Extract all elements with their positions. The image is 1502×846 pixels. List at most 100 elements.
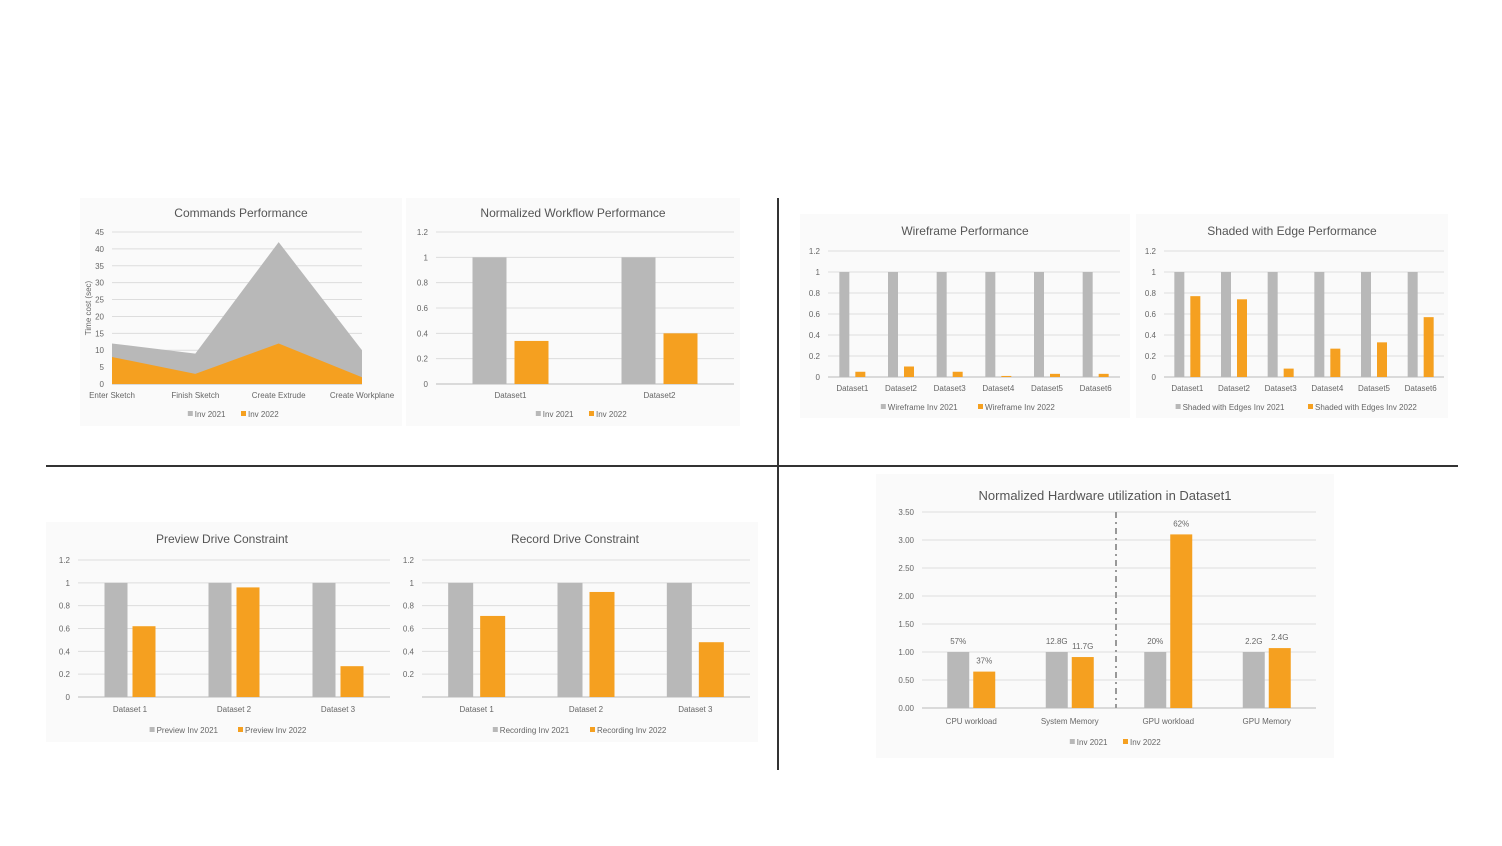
x-tick-label: Dataset4 [1311,384,1344,393]
y-tick-label: 1 [410,579,415,588]
bar [472,257,507,384]
legend-swatch [589,411,594,416]
legend-label: Inv 2021 [1077,738,1108,747]
bar [1268,648,1291,708]
y-tick-label: 0.8 [417,279,429,288]
y-tick-label: 3.00 [898,536,914,545]
y-tick-label: 0.6 [809,310,821,319]
data-label: 62% [1173,519,1189,528]
bar [1190,296,1201,377]
y-tick-label: 1 [1152,268,1157,277]
chart-panel-shaded: Shaded with Edge Performance 0 0.2 0.4 0.6 0.… [1136,214,1448,418]
x-tick-label: Dataset 1 [113,705,148,714]
y-tick-label: 0.2 [809,352,821,361]
bar [236,587,260,697]
chart-title: Preview Drive Constraint [156,532,289,546]
y-tick-label: 2.00 [898,592,914,601]
legend-swatch [978,404,983,409]
bar [1330,348,1341,377]
bar [855,371,866,377]
bar [1144,652,1167,708]
legend-swatch [187,411,193,416]
y-axis-label: Time cost (sec) [84,280,93,335]
x-tick-label: Dataset6 [1080,384,1113,393]
y-tick-label: 0.8 [403,602,415,611]
y-tick-label: 0.2 [1145,352,1157,361]
y-tick-label: 35 [95,262,104,271]
y-tick-label: 0.6 [59,625,71,634]
chart-panel-wireframe: Wireframe Performance 0 0.2 0.4 0.6 0.8 1 1.2 Da… [800,214,1130,418]
legend-label: Inv 2022 [248,410,279,419]
bar [904,366,914,377]
y-tick-label: 0.8 [59,602,71,611]
chart-workflow-svg: Normalized Workflow Performance 0 0.2 0.4 0.… [417,206,734,419]
x-tick-label: Dataset2 [885,384,918,393]
x-tick-label: System Memory [1041,717,1099,726]
y-tick-label: 0.6 [1145,310,1157,319]
bar [104,582,128,697]
bar [312,582,336,697]
legend-swatch [238,727,243,732]
y-tick-label: 1.2 [59,556,71,565]
data-label: 2.2G [1245,637,1262,646]
chart-panel-preview: Preview Drive Constraint 0 0.2 0.4 0.6 0.8 1 1.… [46,522,398,742]
bar [1423,317,1434,377]
data-label: 11.7G [1072,642,1093,651]
y-tick-label: 20 [95,312,104,321]
bar [1314,272,1325,377]
y-tick-label: 0.00 [898,704,914,713]
bar [1082,272,1093,377]
chart-title: Commands Performance [174,206,308,220]
chart-wireframe-svg: Wireframe Performance 0 0.2 0.4 0.6 0.8 1 1.2 Da… [809,224,1120,412]
bar [208,582,232,697]
bar [839,272,850,377]
bar [1050,373,1060,377]
y-tick-label: 25 [95,296,104,305]
legend-label: Inv 2021 [195,410,226,419]
y-tick-label: 1.50 [898,620,914,629]
y-tick-label: 0 [424,380,429,389]
bar [952,371,963,377]
x-tick-label: GPU workload [1142,717,1194,726]
chart-panel-record: Record Drive Constraint 0.2 0.4 0.6 0.8 1 1.2 D… [392,522,758,742]
chart-panel-workflow: Normalized Workflow Performance 0 0.2 0.4 0.… [406,198,740,426]
bar [589,591,615,697]
data-label: 37% [976,657,992,666]
y-tick-label: 0 [66,693,71,702]
data-label: 12.8G [1046,637,1068,646]
bar [698,642,724,697]
chart-panel-hardware: Normalized Hardware utilization in Datas… [876,474,1334,758]
bar [985,272,996,377]
y-tick-label: 1.2 [809,247,821,256]
y-tick-label: 0 [1152,373,1157,382]
bar [1237,299,1247,377]
y-tick-label: 0.2 [59,670,71,679]
bar [1283,368,1294,377]
y-tick-label: 1.2 [417,228,429,237]
bar [1098,373,1109,377]
bar [1174,272,1185,377]
x-tick-label: Dataset 2 [569,705,604,714]
y-tick-label: 0.4 [59,647,71,656]
y-tick-label: 0 [816,373,821,382]
legend-swatch [1175,404,1181,409]
bar [621,257,656,384]
chart-title: Normalized Hardware utilization in Datas… [979,488,1232,503]
y-tick-label: 0.4 [403,647,415,656]
legend-label: Shaded with Edges Inv 2021 [1183,403,1285,412]
bar [1001,375,1012,377]
x-tick-label: GPU Memory [1243,717,1291,726]
bar [1071,657,1094,708]
y-tick-label: 5 [100,363,105,372]
y-tick-label: 1 [424,253,429,262]
chart-title: Normalized Workflow Performance [480,206,665,220]
y-tick-label: 0.50 [898,676,914,685]
x-tick-label: Dataset1 [1171,384,1204,393]
bar [1377,342,1387,377]
bar [132,626,156,697]
chart-commands-svg: Commands Performance 0 5 10 15 20 25 30 35 40 45 Ti… [84,206,395,419]
bar [514,340,549,384]
x-tick-label: Dataset4 [982,384,1015,393]
y-tick-label: 40 [95,245,104,254]
data-label: 2.4G [1271,633,1288,642]
